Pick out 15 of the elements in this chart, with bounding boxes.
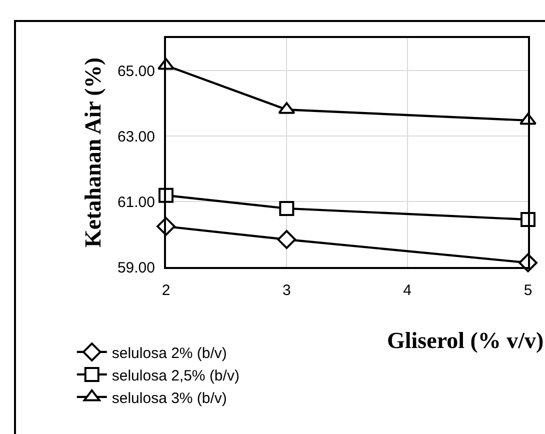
point bbox=[279, 200, 294, 216]
x-tick-label: 2 bbox=[162, 282, 170, 299]
y-tick-label: 61.00 bbox=[117, 194, 155, 211]
x-tick-label: 4 bbox=[403, 282, 412, 299]
legend-label: selulosa 2% (b/v) bbox=[112, 344, 227, 362]
x-tick-label: 3 bbox=[282, 282, 291, 299]
y-tick-label: 59.00 bbox=[117, 259, 155, 276]
x-axis-title: Gliserol (% v/v) bbox=[387, 328, 544, 353]
legend-label: selulosa 2,5% (b/v) bbox=[112, 367, 240, 384]
y-tick-label: 65.00 bbox=[117, 62, 155, 80]
y-tick-label: 63.00 bbox=[117, 128, 155, 146]
legend-label: selulosa 3% (b/v) bbox=[112, 390, 227, 407]
y-axis-title: Ketahanan Air (%) bbox=[80, 58, 106, 248]
x-tick-label: 5 bbox=[524, 282, 532, 299]
point bbox=[277, 230, 296, 249]
